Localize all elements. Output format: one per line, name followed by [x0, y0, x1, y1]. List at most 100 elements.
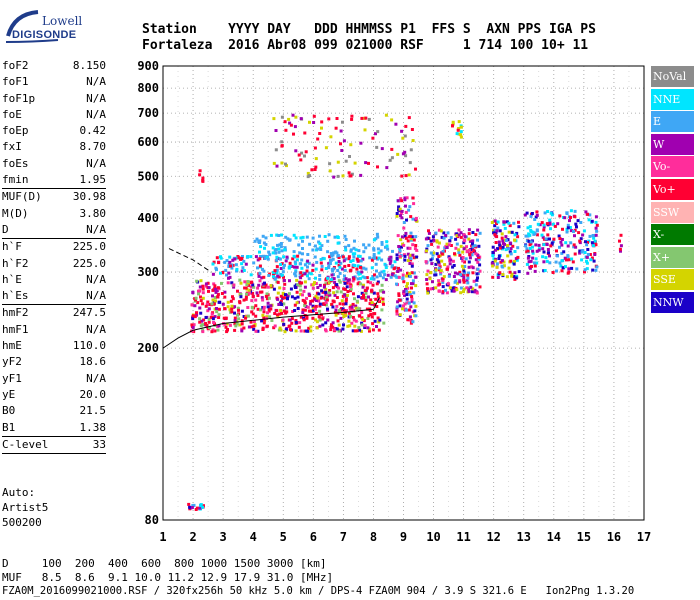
echo-point — [201, 302, 205, 306]
echo-point — [231, 258, 235, 262]
echo-point — [235, 269, 239, 273]
echo-point — [513, 271, 517, 275]
echo-point — [284, 311, 288, 315]
echo-point — [262, 316, 266, 320]
echo-point — [352, 292, 355, 296]
echo-point — [408, 290, 412, 294]
echo-point — [353, 252, 357, 256]
echo-point — [211, 272, 215, 276]
echo-point — [449, 244, 453, 247]
echo-point — [204, 316, 208, 319]
echo-point — [279, 299, 283, 303]
echo-point — [290, 321, 294, 325]
echo-point — [566, 244, 570, 248]
echo-point — [327, 266, 331, 270]
echo-point — [378, 289, 382, 293]
echo-point — [296, 254, 300, 258]
footer-muf-row: MUF 8.5 8.6 9.1 10.0 11.2 12.9 17.9 31.0… — [2, 571, 334, 584]
echo-point — [563, 216, 567, 220]
echo-point — [349, 174, 353, 178]
echo-point — [470, 290, 474, 294]
echo-point — [397, 294, 401, 297]
echo-point — [408, 275, 412, 278]
echo-point — [350, 321, 354, 325]
echo-point — [554, 260, 558, 264]
echo-point — [230, 304, 234, 308]
y-tick-label: 900 — [137, 59, 159, 73]
echo-point — [474, 283, 478, 287]
echo-point — [233, 316, 237, 320]
echo-point — [441, 285, 445, 289]
echo-point — [242, 259, 246, 263]
echo-point — [402, 280, 406, 284]
echo-point — [224, 316, 228, 320]
echo-point — [236, 289, 239, 293]
echo-point — [289, 123, 293, 127]
echo-point — [293, 272, 297, 276]
echo-point — [426, 244, 430, 248]
echo-point — [432, 251, 436, 255]
param-name: hmF2 — [2, 306, 29, 320]
echo-point — [545, 243, 549, 246]
echo-point — [299, 236, 303, 240]
echo-point — [407, 116, 411, 120]
echo-point — [402, 291, 406, 295]
echo-point — [459, 135, 463, 139]
autoscale-method: Artist5 — [2, 501, 49, 514]
echo-point — [493, 259, 497, 263]
echo-point — [254, 304, 258, 308]
echo-point — [303, 263, 307, 267]
legend-item-sse: SSE — [651, 269, 694, 291]
echo-point — [456, 272, 460, 276]
echo-point — [408, 161, 412, 165]
echo-point — [393, 274, 397, 278]
echo-point — [279, 294, 283, 298]
echo-point — [579, 237, 583, 241]
echo-point — [386, 273, 390, 277]
echo-point — [306, 265, 309, 269]
echo-point — [343, 268, 347, 272]
echo-point — [528, 243, 532, 247]
echo-point — [249, 255, 253, 259]
echo-point — [376, 280, 380, 284]
echo-point — [467, 287, 471, 291]
echo-point — [353, 324, 357, 328]
echo-point — [513, 259, 516, 263]
echo-point — [194, 296, 198, 300]
echo-point — [277, 247, 281, 251]
echo-point — [274, 251, 278, 255]
echo-point — [399, 197, 403, 201]
echo-point — [380, 258, 384, 262]
echo-point — [335, 296, 339, 299]
echo-point — [352, 309, 356, 313]
echo-point — [533, 264, 537, 268]
echo-point — [369, 313, 373, 316]
echo-point — [411, 320, 415, 324]
echo-point — [512, 275, 516, 278]
echo-point — [362, 293, 365, 297]
echo-point — [392, 267, 396, 271]
echo-point — [360, 311, 364, 314]
echo-point — [380, 242, 384, 246]
echo-point — [410, 295, 414, 299]
echo-point — [467, 265, 471, 269]
echo-point — [430, 242, 434, 246]
echo-point — [352, 246, 356, 250]
echo-point — [211, 298, 215, 302]
echo-point — [411, 196, 415, 200]
echo-point — [306, 171, 310, 175]
echo-point — [239, 295, 243, 299]
echo-point — [211, 317, 215, 321]
echo-point — [240, 262, 244, 266]
echo-point — [241, 266, 245, 270]
echo-point — [244, 262, 248, 266]
echo-point — [474, 258, 478, 262]
echo-point — [280, 303, 284, 306]
echo-point — [301, 252, 304, 256]
echo-point — [250, 310, 254, 314]
echo-point — [462, 233, 466, 237]
echo-point — [240, 322, 244, 326]
echo-point — [311, 316, 315, 320]
echo-point — [330, 302, 334, 306]
echo-point — [390, 156, 394, 160]
